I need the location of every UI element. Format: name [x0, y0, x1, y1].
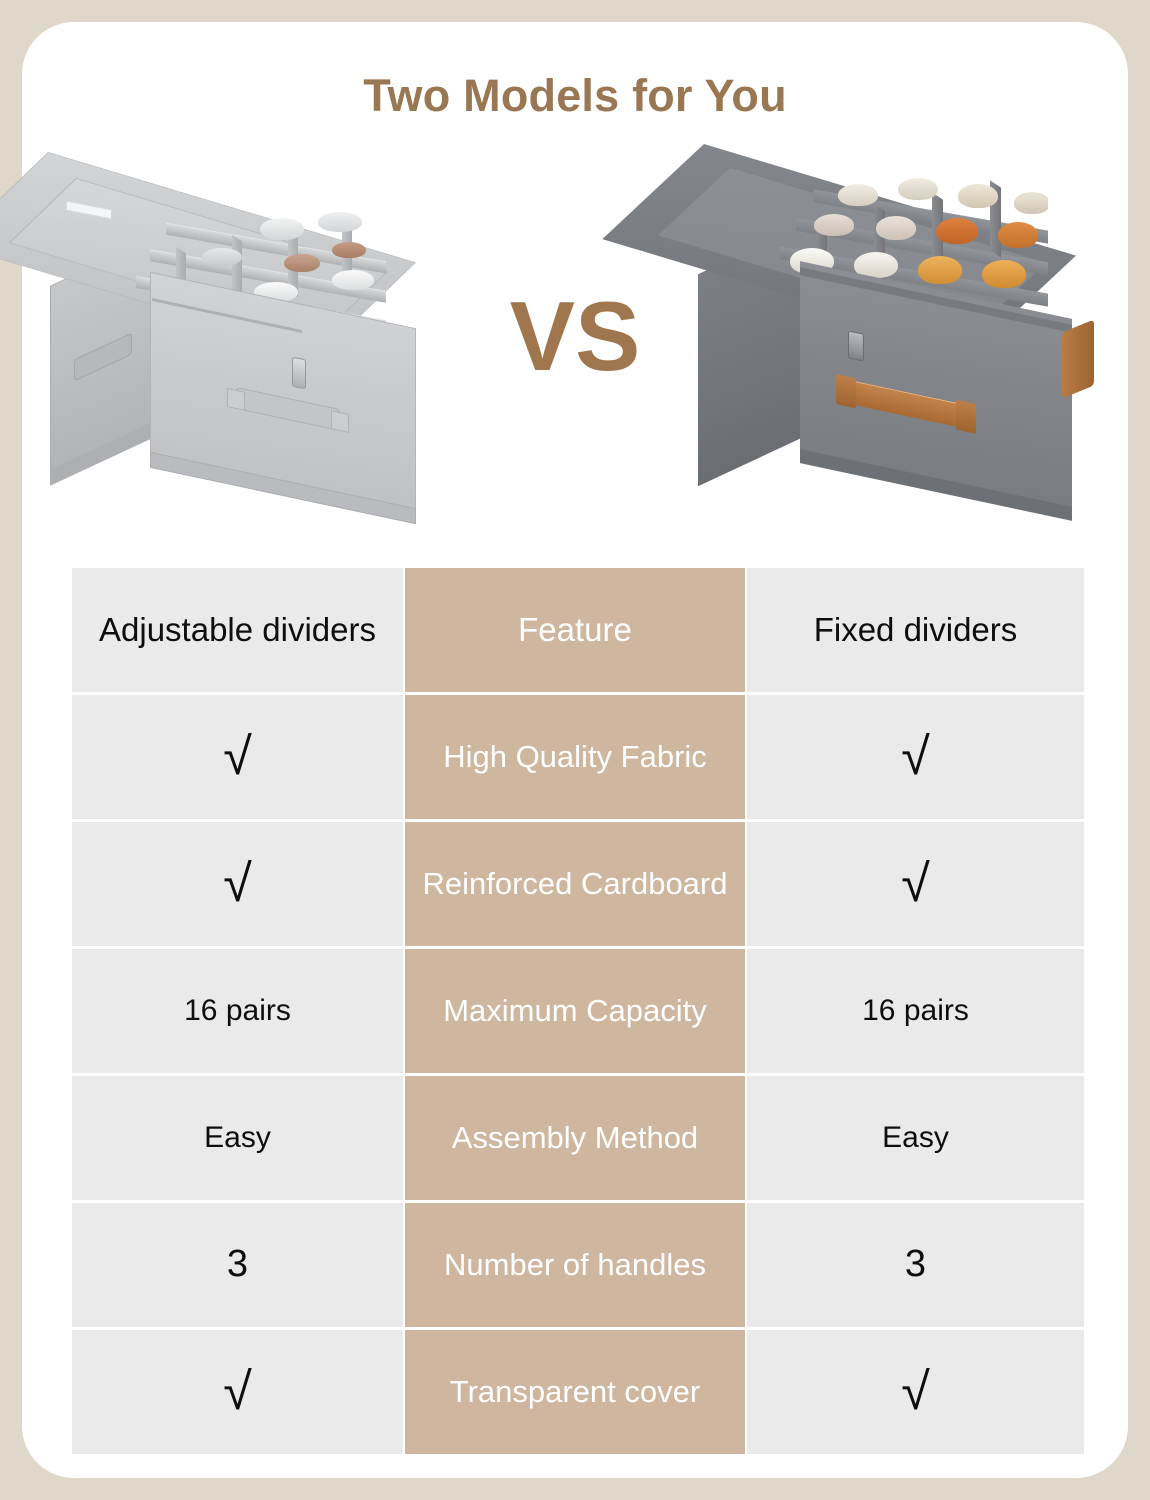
- table-row: 3: [747, 1203, 1084, 1327]
- box-right-zipper-pull: [848, 330, 864, 362]
- box-left-divider-grid: [136, 212, 386, 330]
- hero-product-comparison-images: VS: [0, 132, 1128, 542]
- table-row: √: [72, 822, 403, 946]
- table-row: √: [747, 695, 1084, 819]
- versus-label: VS: [509, 281, 641, 391]
- table-row: √: [747, 1330, 1084, 1454]
- table-row: Number of handles: [405, 1203, 745, 1327]
- table-row: √: [72, 695, 403, 819]
- table-row: Transparent cover: [405, 1330, 745, 1454]
- table-row: 16 pairs: [747, 949, 1084, 1073]
- table-header-feature: Feature: [405, 568, 745, 692]
- table-row: Maximum Capacity: [405, 949, 745, 1073]
- page-title: Two Models for You: [363, 70, 787, 121]
- table-header-left: Adjustable dividers: [72, 568, 403, 692]
- product-image-fixed-dividers-box: [602, 140, 1102, 530]
- table-row: 16 pairs: [72, 949, 403, 1073]
- box-right-divider-grid: [780, 176, 1048, 308]
- product-infographic-card: Two Models for You: [0, 22, 1128, 1478]
- table-row: √: [72, 1330, 403, 1454]
- box-right-side-leather-handle: [1062, 319, 1094, 399]
- box-left-zipper-pull: [292, 356, 306, 390]
- table-header-right: Fixed dividers: [747, 568, 1084, 692]
- table-row: High Quality Fabric: [405, 695, 745, 819]
- product-image-adjustable-dividers-box: [0, 150, 440, 530]
- table-row: Easy: [747, 1076, 1084, 1200]
- comparison-table: Adjustable dividers Feature Fixed divide…: [72, 568, 1084, 1454]
- table-row: Reinforced Cardboard: [405, 822, 745, 946]
- table-row: Easy: [72, 1076, 403, 1200]
- table-row: 3: [72, 1203, 403, 1327]
- table-row: Assembly Method: [405, 1076, 745, 1200]
- table-row: √: [747, 822, 1084, 946]
